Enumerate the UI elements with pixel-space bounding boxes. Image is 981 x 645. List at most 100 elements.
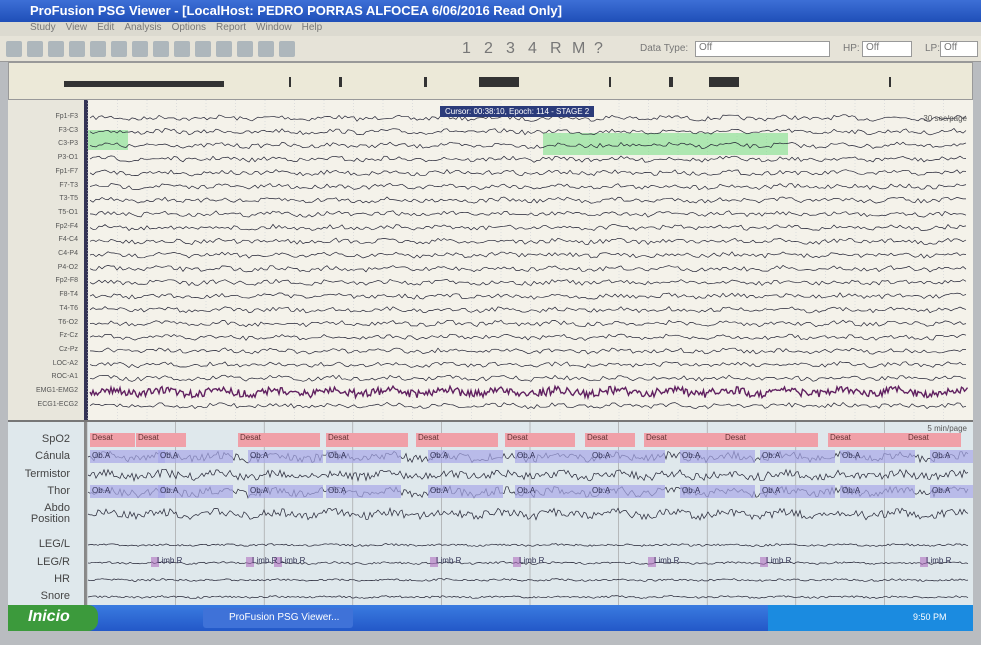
tool-icon[interactable] <box>6 41 22 57</box>
menu-item[interactable]: Window <box>256 22 292 36</box>
event-label: Ob.A <box>160 486 178 495</box>
scale-label: 30 sec/page <box>923 114 967 123</box>
event-label: Ob.A <box>842 486 860 495</box>
channel-label: P4-O2 <box>8 264 78 271</box>
tool-icon[interactable] <box>48 41 64 57</box>
event-label: Ob.A <box>328 451 346 460</box>
menu-item[interactable]: Options <box>172 22 206 36</box>
channel-label: T3-T5 <box>8 195 78 202</box>
tool-icon[interactable] <box>279 41 295 57</box>
resp-trace <box>88 544 968 547</box>
tool-button[interactable]: 1 <box>462 40 471 58</box>
resp-panel: 5 min/pageSpO2CánulaTermistorThorAbdo Po… <box>8 420 973 605</box>
tool-button[interactable]: 3 <box>506 40 515 58</box>
menu-item[interactable]: Edit <box>97 22 114 36</box>
eeg-trace <box>90 348 966 354</box>
eeg-trace <box>90 197 966 203</box>
menu-item[interactable]: Report <box>216 22 246 36</box>
menu-item[interactable]: Study <box>30 22 56 36</box>
event-label: Ob.A <box>682 486 700 495</box>
page: {"window": {"title": "ProFusion PSG View… <box>0 0 981 645</box>
tool-icon[interactable] <box>111 41 127 57</box>
eeg-trace <box>90 334 966 340</box>
event-label: Desat <box>646 433 667 442</box>
tool-icon[interactable] <box>153 41 169 57</box>
event-label: Ob.A <box>682 451 700 460</box>
eeg-trace <box>90 238 966 245</box>
tool-icon[interactable] <box>216 41 232 57</box>
channel-label: C3-P3 <box>8 140 78 147</box>
event-label: Desat <box>328 433 349 442</box>
clock: 9:50 PM <box>913 612 947 622</box>
event-label: Ob.A <box>92 486 110 495</box>
eeg-trace <box>90 265 966 272</box>
toolbar: 1234RM?Data Type:OffHP:OffLP:Off <box>0 36 981 62</box>
channel-label: Snore <box>8 591 70 602</box>
tool-button[interactable]: 4 <box>528 40 537 58</box>
event-label: Ob.A <box>517 486 535 495</box>
event-label: Limb R <box>519 556 544 565</box>
eeg-trace <box>90 293 966 299</box>
dropdown[interactable]: Off <box>940 41 978 57</box>
menu-item[interactable]: View <box>66 22 88 36</box>
event-label: Desat <box>908 433 929 442</box>
hypnogram-mark <box>479 77 519 87</box>
start-button[interactable]: Inicio <box>8 605 98 631</box>
channel-label: Cánula <box>8 451 70 462</box>
menu-item[interactable]: Analysis <box>124 22 161 36</box>
channel-label: F8-T4 <box>8 291 78 298</box>
hypnogram-mark <box>889 77 891 87</box>
channel-label: C4-P4 <box>8 250 78 257</box>
event-label: Desat <box>240 433 261 442</box>
channel-label: F4-C4 <box>8 236 78 243</box>
tool-icon[interactable] <box>27 41 43 57</box>
tool-icon[interactable] <box>258 41 274 57</box>
tool-icon[interactable] <box>90 41 106 57</box>
eeg-trace <box>90 252 966 258</box>
channel-label: Abdo Position <box>8 503 70 525</box>
event-label: Ob.A <box>517 451 535 460</box>
eeg-trace <box>90 211 966 217</box>
tool-button[interactable]: ? <box>594 40 603 58</box>
tool-icon[interactable] <box>174 41 190 57</box>
task-button[interactable]: ProFusion PSG Viewer... <box>203 608 353 628</box>
eeg-trace <box>90 142 966 148</box>
tool-icon[interactable] <box>195 41 211 57</box>
tool-button[interactable]: 2 <box>484 40 493 58</box>
hypnogram-mark <box>609 77 611 87</box>
event-label: Limb R <box>157 556 182 565</box>
resp-trace <box>88 596 968 599</box>
screen: ProFusion PSG Viewer - [LocalHost: PEDRO… <box>0 0 981 645</box>
channel-label: SpO2 <box>8 434 70 445</box>
divider <box>84 100 88 420</box>
cursor-info: Cursor: 00:38:10, Epoch: 114 - STAGE 2 <box>440 106 594 117</box>
channel-label: P3-O1 <box>8 154 78 161</box>
eeg-trace <box>90 224 966 230</box>
eeg-trace <box>90 375 966 381</box>
divider <box>84 422 87 607</box>
event-label: Ob.A <box>592 451 610 460</box>
menu-item[interactable]: Help <box>302 22 323 36</box>
event-label: Ob.A <box>92 451 110 460</box>
hypnogram-mark <box>339 77 342 87</box>
dropdown[interactable]: Off <box>862 41 912 57</box>
tool-icon[interactable] <box>237 41 253 57</box>
label: HP: <box>843 43 860 54</box>
event-label: Ob.A <box>430 486 448 495</box>
event-label: Limb R <box>280 556 305 565</box>
event-label: Desat <box>725 433 746 442</box>
eeg-trace <box>90 170 966 176</box>
event-label: Desat <box>418 433 439 442</box>
eeg-trace <box>90 386 968 398</box>
channel-label: HR <box>8 574 70 585</box>
tool-icon[interactable] <box>132 41 148 57</box>
channel-label: Cz-Pz <box>8 346 78 353</box>
tool-button[interactable]: M <box>572 40 585 58</box>
channel-label: F3-C3 <box>8 127 78 134</box>
event-label: Ob.A <box>430 451 448 460</box>
tool-icon[interactable] <box>69 41 85 57</box>
event-label: Limb R <box>436 556 461 565</box>
dropdown[interactable]: Off <box>695 41 830 57</box>
event-label: Ob.A <box>932 486 950 495</box>
tool-button[interactable]: R <box>550 40 562 58</box>
